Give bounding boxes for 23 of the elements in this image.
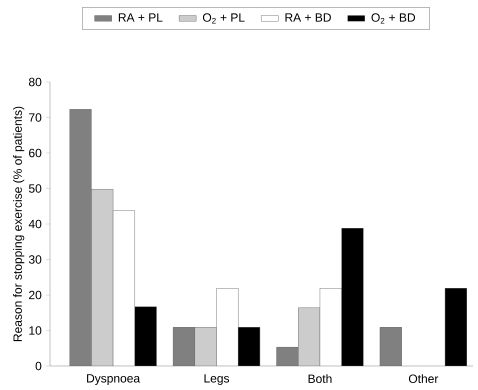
y-tick-label: 60: [29, 148, 42, 158]
x-tick-label: Legs: [204, 374, 230, 385]
y-tick-label: 40: [28, 220, 42, 228]
y-tick-label: 0: [36, 362, 42, 370]
legend-label: RA + BD: [285, 13, 331, 22]
y-tick-label: 50: [28, 184, 42, 193]
x-tick-label: Dyspnoea: [87, 374, 140, 385]
x-tick-label: Other: [408, 374, 438, 384]
y-tick-label: 70: [29, 113, 42, 122]
bar: [298, 308, 320, 366]
bar: [380, 327, 402, 366]
y-tick-label: 20: [29, 290, 42, 300]
y-tick-label: 30: [28, 255, 42, 264]
y-tick-label: 10: [29, 326, 42, 335]
x-tick-label: Both: [308, 374, 332, 384]
bar: [194, 327, 217, 366]
legend-label: RA + PL: [118, 13, 162, 22]
y-axis-title: Reason for stopping exercise (% of patients): [13, 106, 24, 342]
bar: [444, 288, 467, 366]
bar: [91, 189, 114, 366]
legend-label: O$_{2}$ + BD: [372, 13, 416, 24]
y-tick-label: 80: [28, 78, 42, 86]
legend-label: O$_{2}$ + PL: [202, 13, 245, 24]
